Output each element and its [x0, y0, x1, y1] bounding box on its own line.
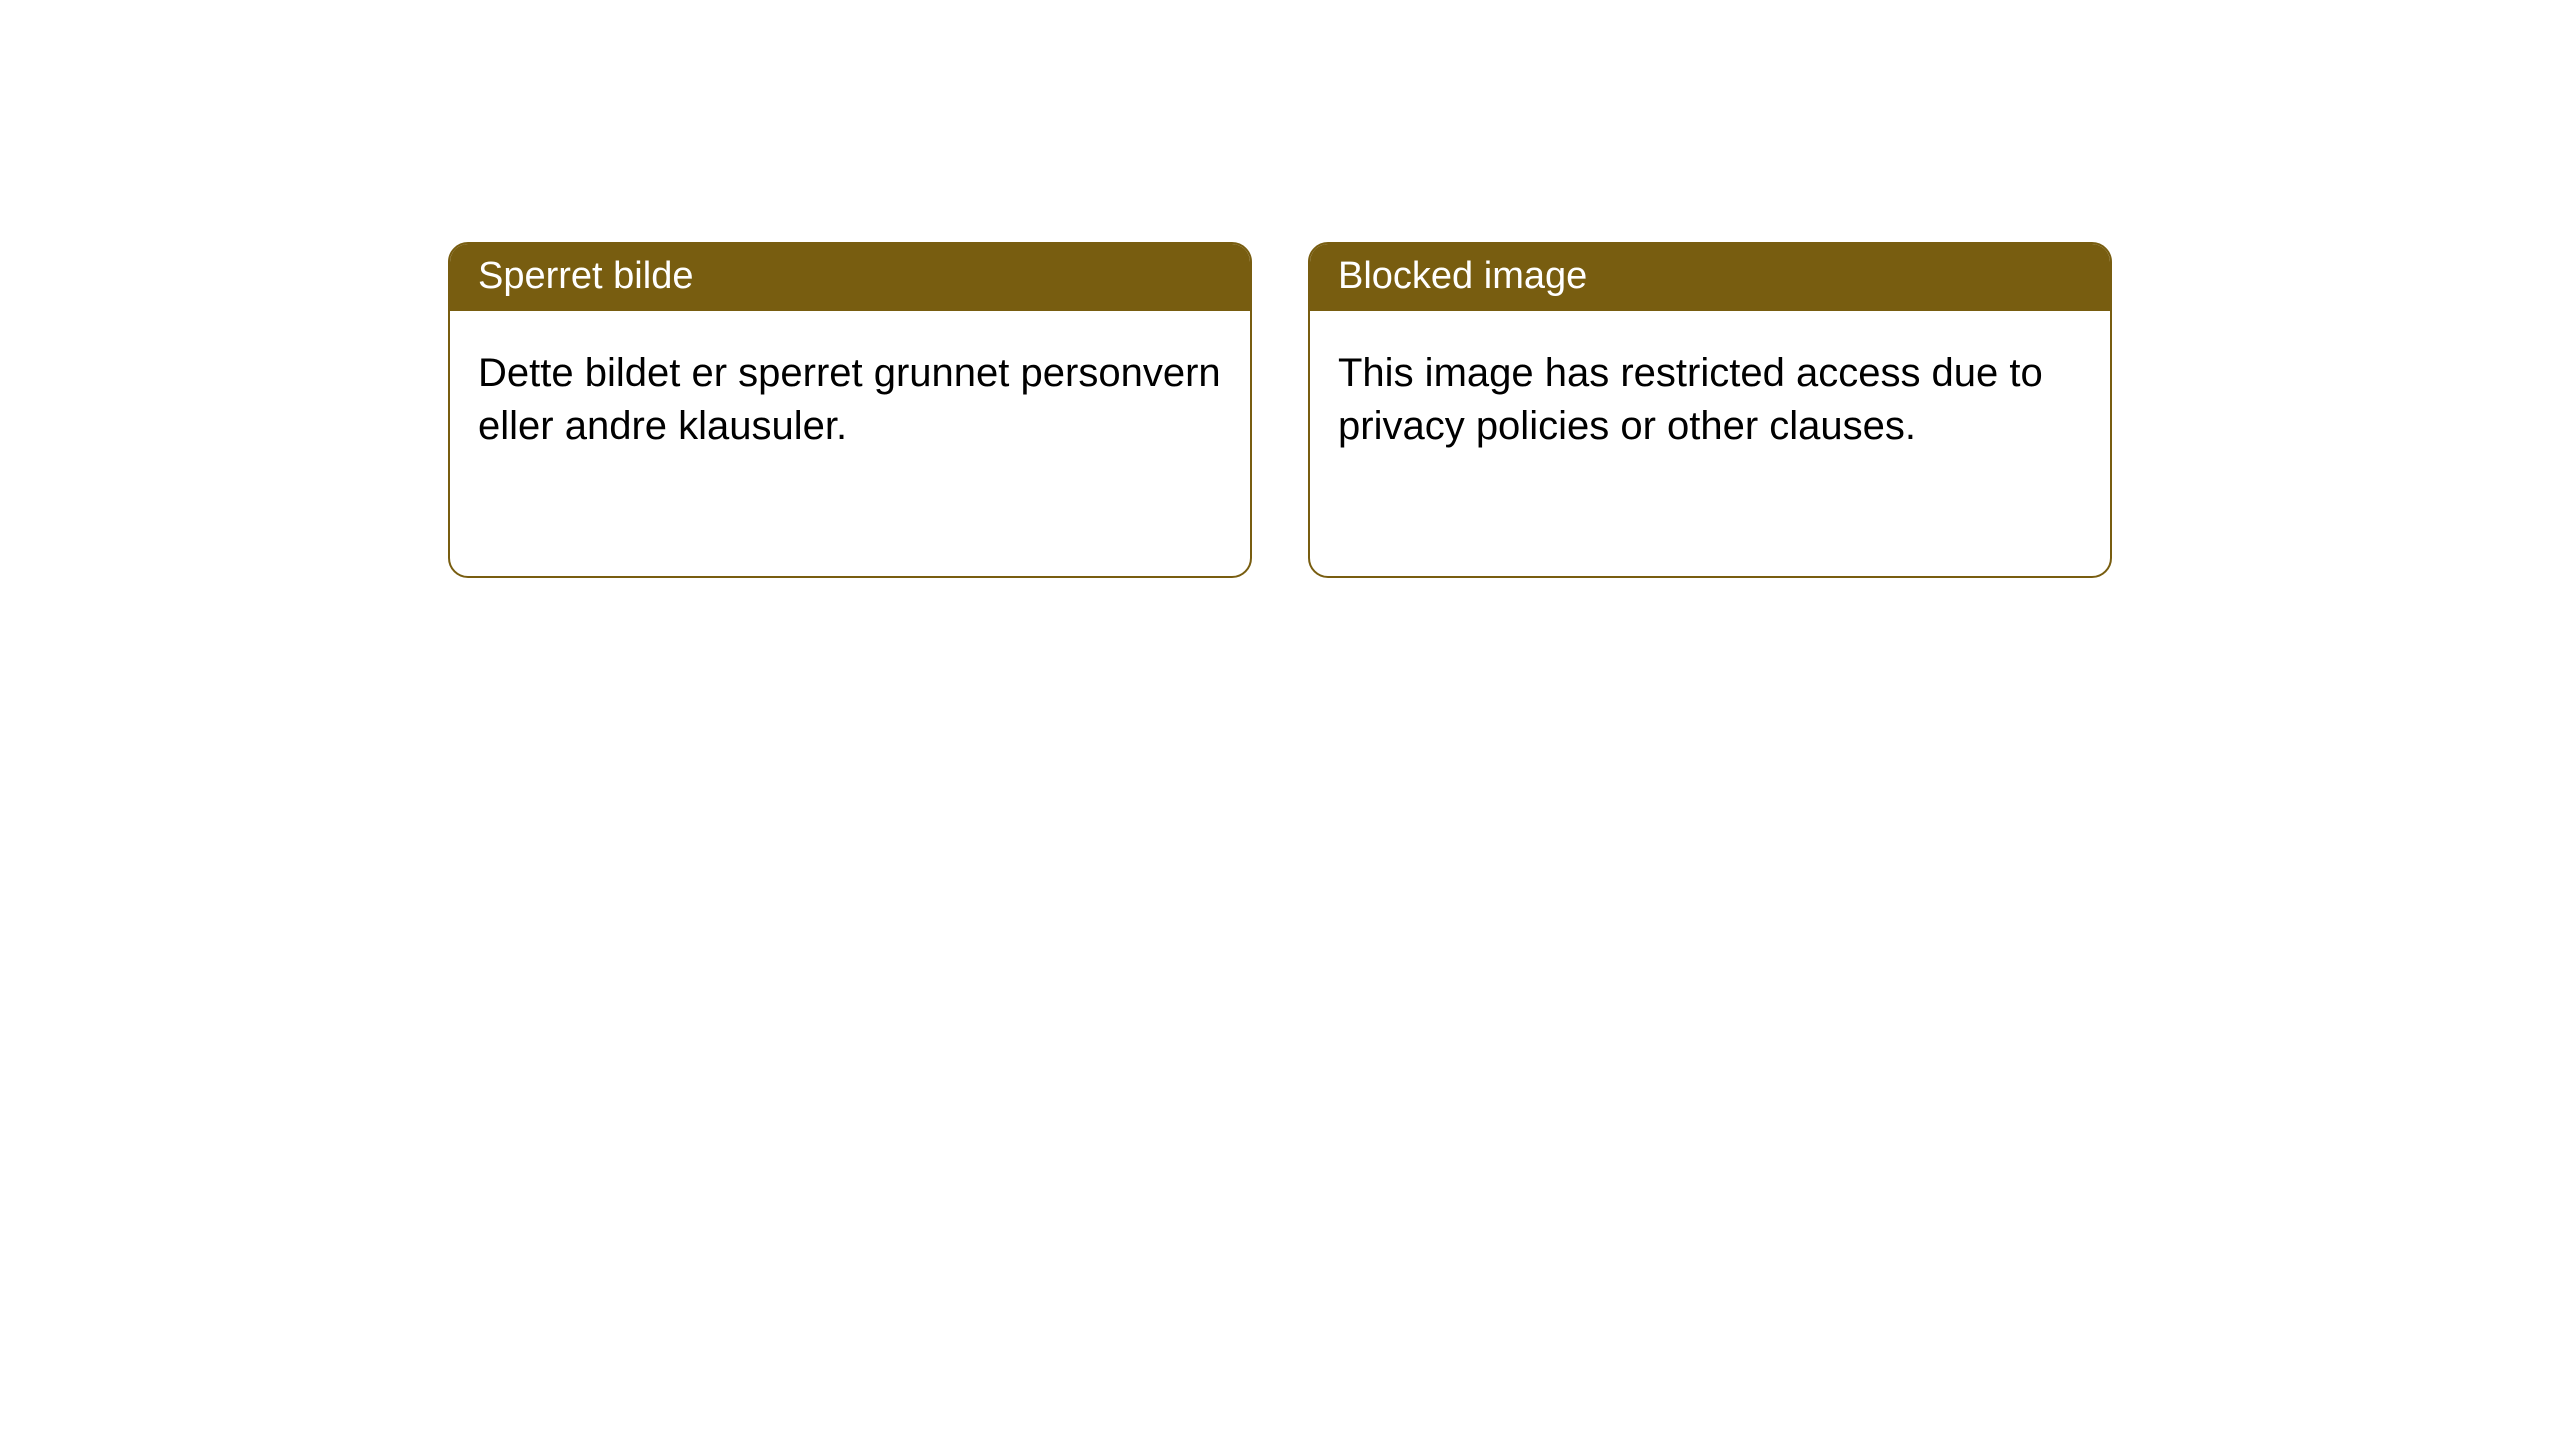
card-body: Dette bildet er sperret grunnet personve…: [450, 311, 1250, 481]
card-message: This image has restricted access due to …: [1338, 351, 2043, 448]
card-message: Dette bildet er sperret grunnet personve…: [478, 351, 1221, 448]
card-body: This image has restricted access due to …: [1310, 311, 2110, 481]
notice-card-english: Blocked image This image has restricted …: [1308, 242, 2112, 578]
card-title: Blocked image: [1338, 255, 1587, 297]
card-header: Sperret bilde: [450, 244, 1250, 311]
card-header: Blocked image: [1310, 244, 2110, 311]
notice-container: Sperret bilde Dette bildet er sperret gr…: [0, 0, 2560, 578]
notice-card-norwegian: Sperret bilde Dette bildet er sperret gr…: [448, 242, 1252, 578]
card-title: Sperret bilde: [478, 255, 693, 297]
